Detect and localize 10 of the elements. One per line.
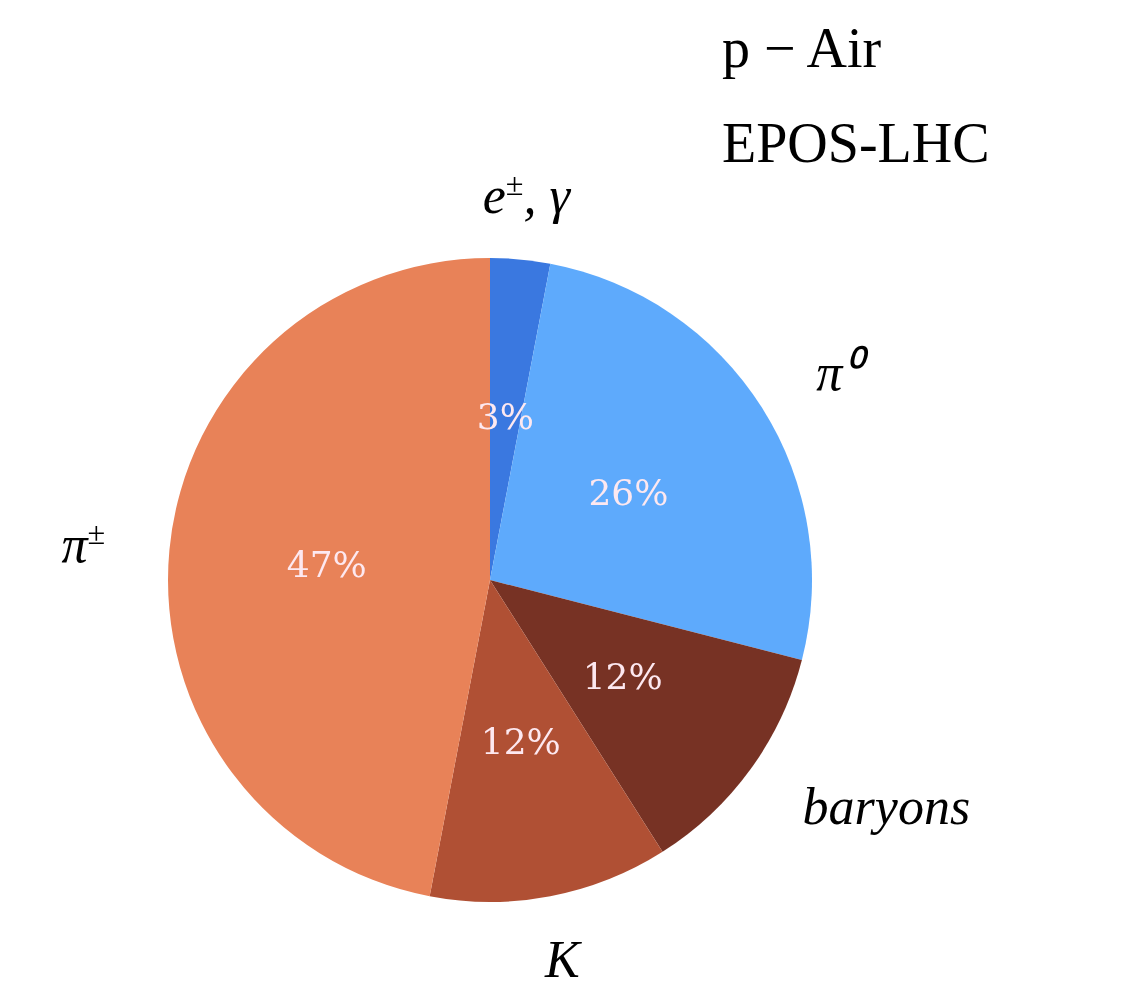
data-label: 26% [588,471,669,513]
slice-label: e$^{±}$, γ [482,166,571,225]
slice-label: K [545,930,580,981]
data-label: 47% [286,544,367,586]
slice-label: π$^{±}$ [61,514,106,573]
data-label: 12% [480,720,561,762]
text: EPOS-LHC [722,112,990,174]
slice-label: baryons [802,778,971,836]
data-label: 12% [582,655,663,697]
text: p − Air [722,17,882,79]
